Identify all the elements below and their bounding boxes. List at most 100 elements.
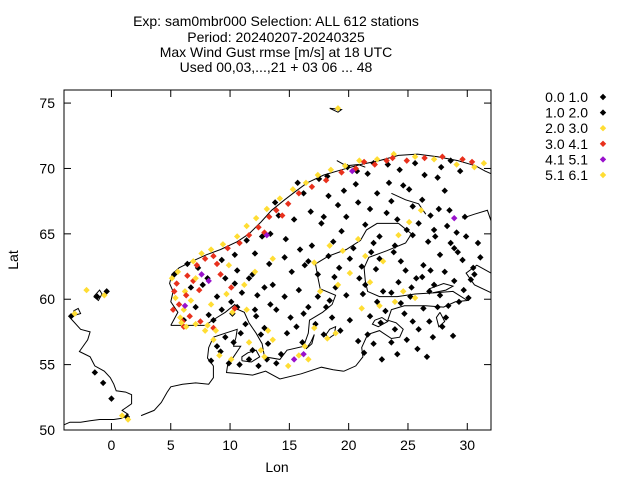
data-point <box>207 301 215 308</box>
x-tick-label: 15 <box>282 437 298 453</box>
data-point <box>241 281 248 289</box>
data-point <box>233 267 241 274</box>
data-point <box>277 350 285 358</box>
data-point <box>290 356 298 363</box>
coastline-9 <box>140 365 214 417</box>
coastline-15 <box>465 264 492 294</box>
data-point <box>190 258 197 265</box>
series-3 <box>71 105 488 423</box>
x-tick-label: 5 <box>167 437 175 453</box>
legend-label: 3.0 4.1 <box>545 136 588 152</box>
data-point <box>400 288 407 295</box>
data-point <box>443 222 451 230</box>
data-point <box>391 242 399 249</box>
data-point <box>204 322 211 329</box>
data-point <box>301 343 308 350</box>
data-point <box>376 233 383 240</box>
data-point <box>327 166 335 173</box>
data-point <box>255 224 262 231</box>
data-point <box>295 190 303 197</box>
data-point <box>269 281 276 289</box>
y-tick-label: 55 <box>39 357 55 373</box>
data-point <box>430 226 438 234</box>
data-point <box>222 333 229 341</box>
x-tick-label: 0 <box>108 437 116 453</box>
data-point <box>434 303 441 311</box>
data-point <box>198 271 205 278</box>
data-point <box>362 281 369 289</box>
data-point <box>228 284 235 291</box>
data-point <box>390 248 397 256</box>
data-point <box>264 327 272 334</box>
data-point <box>352 180 359 188</box>
data-point <box>322 177 330 184</box>
data-point <box>423 353 431 360</box>
data-point <box>91 369 99 376</box>
data-point <box>307 208 314 215</box>
data-point <box>468 158 476 166</box>
data-point <box>461 213 469 221</box>
data-point <box>447 239 454 247</box>
data-point <box>197 318 204 325</box>
data-point <box>405 186 413 193</box>
data-point <box>284 200 292 207</box>
data-point <box>267 301 274 308</box>
data-point <box>207 246 215 253</box>
data-point <box>429 333 437 341</box>
coastline-11 <box>305 334 315 350</box>
data-point <box>231 251 238 258</box>
data-point <box>271 199 279 206</box>
legend-marker <box>599 93 607 101</box>
data-point <box>338 228 345 235</box>
data-point <box>314 171 322 179</box>
data-point <box>225 262 233 269</box>
data-point <box>238 289 246 296</box>
title-line-1: Exp: sam0mbr000 Selection: ALL 612 stati… <box>133 13 419 29</box>
data-point <box>275 212 282 219</box>
data-point <box>480 160 488 167</box>
data-point <box>322 303 330 311</box>
data-point <box>293 323 300 330</box>
data-point <box>373 156 381 163</box>
coastline-8 <box>63 417 123 426</box>
data-point <box>251 268 259 275</box>
data-point <box>273 360 280 367</box>
series-4 <box>169 153 476 332</box>
data-point <box>391 298 399 306</box>
data-point <box>426 288 433 295</box>
data-point <box>263 205 271 213</box>
data-point <box>175 301 183 308</box>
legend-marker <box>599 156 607 163</box>
data-point <box>326 297 333 304</box>
data-point <box>411 294 419 302</box>
data-point <box>198 250 205 257</box>
data-point <box>334 201 342 209</box>
coastline-13 <box>435 312 446 328</box>
data-point <box>409 203 416 210</box>
data-point <box>368 248 375 256</box>
data-point <box>337 327 344 334</box>
data-point <box>451 214 458 222</box>
coastline-5 <box>69 317 133 419</box>
data-point <box>308 242 316 249</box>
data-point <box>379 258 387 265</box>
data-point <box>300 190 307 197</box>
data-point <box>462 233 470 240</box>
series-6 <box>178 275 220 334</box>
title-line-3: Max Wind Gust rmse [m/s] at 18 UTC <box>160 44 393 60</box>
data-point <box>471 271 478 278</box>
data-point <box>218 256 225 264</box>
data-point <box>245 356 253 363</box>
data-point <box>281 293 288 300</box>
x-axis-label: Lon <box>265 459 288 475</box>
data-point <box>419 273 426 281</box>
data-point <box>213 343 221 350</box>
data-point <box>377 319 384 326</box>
data-point <box>325 252 332 260</box>
data-point <box>257 331 265 338</box>
data-point <box>245 339 253 346</box>
y-tick-label: 60 <box>39 291 55 307</box>
data-point <box>257 347 265 354</box>
data-point <box>445 302 452 309</box>
